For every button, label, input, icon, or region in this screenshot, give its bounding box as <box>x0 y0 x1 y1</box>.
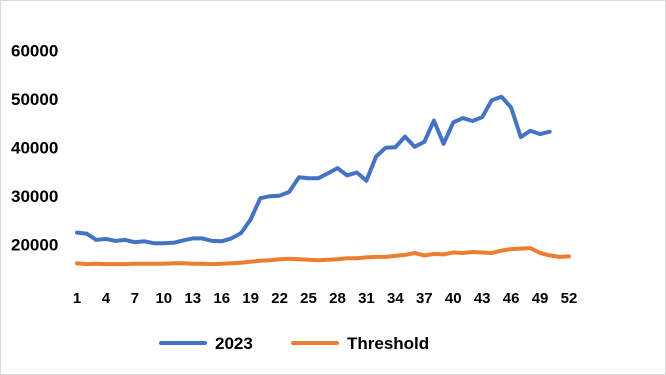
legend-label: 2023 <box>215 334 253 353</box>
series-line-primary <box>75 94 552 246</box>
x-tick-label: 28 <box>329 290 346 307</box>
x-tick-label: 46 <box>503 290 520 307</box>
x-tick-label: 22 <box>271 290 288 307</box>
y-tick-label: 30000 <box>11 187 58 206</box>
series-line-secondary <box>75 246 571 267</box>
x-tick-label: 16 <box>213 290 230 307</box>
x-axis: 1 4 7 10 13 16 19 22 25 28 31 34 37 40 43 46 49 52 <box>73 290 578 307</box>
x-tick-label: 37 <box>416 290 433 307</box>
x-tick-label: 43 <box>474 290 491 307</box>
y-axis: 20000 30000 40000 50000 60000 <box>11 42 58 255</box>
x-tick-label: 40 <box>445 290 462 307</box>
y-tick-label: 20000 <box>11 236 58 255</box>
x-tick-label: 31 <box>358 290 375 307</box>
x-tick-label: 25 <box>300 290 317 307</box>
y-tick-label: 40000 <box>11 139 58 158</box>
legend: 2023 Threshold <box>159 334 429 353</box>
y-tick-label: 60000 <box>11 42 58 61</box>
x-tick-label: 1 <box>73 290 81 307</box>
x-tick-label: 49 <box>532 290 549 307</box>
x-tick-label: 4 <box>102 290 111 307</box>
x-tick-label: 13 <box>184 290 201 307</box>
x-tick-label: 52 <box>561 290 578 307</box>
series-layer <box>75 94 571 267</box>
x-tick-label: 19 <box>242 290 259 307</box>
x-tick-label: 7 <box>131 290 139 307</box>
x-tick-label: 34 <box>387 290 404 307</box>
x-tick-label: 10 <box>155 290 172 307</box>
y-tick-label: 50000 <box>11 90 58 109</box>
legend-label: Threshold <box>347 334 429 353</box>
